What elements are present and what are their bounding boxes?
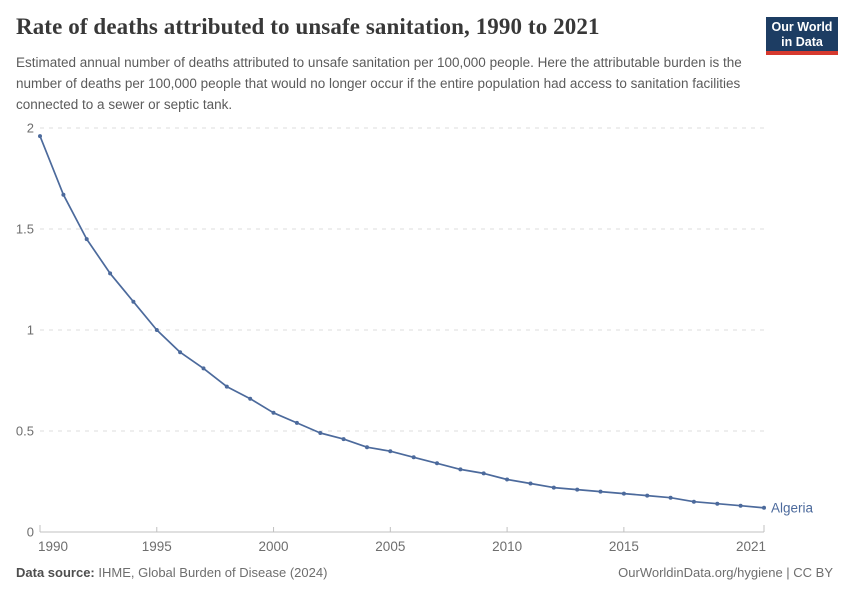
data-point[interactable] [762, 505, 766, 510]
data-point[interactable] [691, 499, 696, 504]
x-axis-tick-label: 1995 [142, 539, 172, 554]
data-source-label: Data source: [16, 565, 95, 580]
data-point[interactable] [178, 350, 183, 355]
footer: Data source: IHME, Global Burden of Dise… [16, 565, 833, 580]
x-axis-tick-label: 2005 [375, 539, 405, 554]
data-point[interactable] [248, 396, 253, 401]
y-axis-tick-label: 2 [27, 121, 34, 136]
data-point[interactable] [738, 503, 743, 508]
owid-logo-line2: in Data [781, 34, 823, 49]
data-point[interactable] [388, 449, 393, 454]
data-point[interactable] [575, 487, 580, 492]
x-axis-tick-label: 2015 [609, 539, 639, 554]
data-point[interactable] [481, 471, 486, 476]
x-axis-tick-label: 1990 [38, 539, 68, 554]
data-point[interactable] [551, 485, 556, 490]
page-title: Rate of deaths attributed to unsafe sani… [16, 14, 600, 39]
line-series-algeria[interactable] [39, 135, 765, 509]
data-point[interactable] [341, 437, 346, 442]
data-source: Data source: IHME, Global Burden of Dise… [16, 565, 327, 580]
data-point[interactable] [61, 192, 66, 197]
data-point[interactable] [108, 271, 113, 276]
data-point[interactable] [294, 420, 299, 425]
data-point[interactable] [645, 493, 650, 498]
data-point[interactable] [201, 366, 206, 371]
data-point[interactable] [621, 491, 626, 496]
data-point[interactable] [411, 455, 416, 460]
data-point[interactable] [271, 410, 276, 415]
x-axis-tick-label: 2010 [492, 539, 522, 554]
y-axis-tick-label: 1.5 [16, 222, 34, 237]
series-end-label[interactable]: Algeria [771, 500, 814, 515]
data-point[interactable] [38, 134, 42, 139]
data-point[interactable] [715, 501, 720, 506]
data-point[interactable] [505, 477, 510, 482]
data-point[interactable] [528, 481, 533, 486]
data-source-value: IHME, Global Burden of Disease (2024) [94, 565, 328, 580]
data-point[interactable] [318, 431, 323, 435]
data-point[interactable] [224, 384, 229, 389]
data-point[interactable] [131, 299, 136, 304]
data-point[interactable] [668, 495, 673, 500]
x-axis-tick-label: 2021 [736, 539, 766, 554]
owid-license-link[interactable]: OurWorldinData.org/hygiene | CC BY [618, 565, 833, 580]
y-axis-tick-label: 0.5 [16, 424, 34, 439]
data-point[interactable] [458, 467, 463, 472]
chart-subtitle: Estimated annual number of deaths attrib… [16, 55, 742, 112]
y-axis-tick-label: 1 [27, 323, 34, 338]
owid-logo[interactable]: Our World in Data [766, 17, 838, 55]
data-point[interactable] [435, 461, 439, 466]
y-axis-tick-label: 0 [27, 525, 34, 540]
data-point[interactable] [84, 237, 89, 242]
owid-logo-line1: Our World [771, 20, 833, 34]
x-axis-tick-label: 2000 [259, 539, 289, 554]
data-point[interactable] [598, 489, 603, 494]
data-point[interactable] [154, 328, 159, 332]
data-point[interactable] [365, 445, 369, 450]
